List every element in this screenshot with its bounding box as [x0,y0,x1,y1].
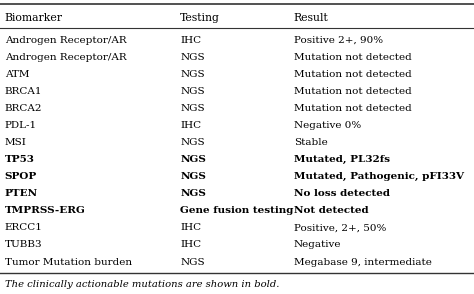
Text: NGS: NGS [180,138,205,147]
Text: Mutation not detected: Mutation not detected [294,87,411,96]
Text: ATM: ATM [5,70,29,79]
Text: Mutated, Pathogenic, pFI33V: Mutated, Pathogenic, pFI33V [294,172,464,181]
Text: NGS: NGS [180,70,205,79]
Text: IHC: IHC [180,121,201,130]
Text: BRCA2: BRCA2 [5,104,42,113]
Text: IHC: IHC [180,240,201,250]
Text: Gene fusion testing: Gene fusion testing [180,206,293,216]
Text: MSI: MSI [5,138,27,147]
Text: Stable: Stable [294,138,328,147]
Text: Tumor Mutation burden: Tumor Mutation burden [5,258,132,267]
Text: ERCC1: ERCC1 [5,223,43,233]
Text: IHC: IHC [180,223,201,233]
Text: The clinically actionable mutations are shown in bold.: The clinically actionable mutations are … [5,280,279,290]
Text: SPOP: SPOP [5,172,37,181]
Text: Mutation not detected: Mutation not detected [294,70,411,79]
Text: Megabase 9, intermediate: Megabase 9, intermediate [294,258,432,267]
Text: NGS: NGS [180,53,205,62]
Text: NGS: NGS [180,87,205,96]
Text: IHC: IHC [180,36,201,45]
Text: Mutation not detected: Mutation not detected [294,104,411,113]
Text: PTEN: PTEN [5,189,38,198]
Text: NGS: NGS [180,258,205,267]
Text: BRCA1: BRCA1 [5,87,42,96]
Text: Androgen Receptor/AR: Androgen Receptor/AR [5,53,127,62]
Text: Positive 2+, 90%: Positive 2+, 90% [294,36,383,45]
Text: NGS: NGS [180,104,205,113]
Text: Testing: Testing [180,13,220,23]
Text: No loss detected: No loss detected [294,189,390,198]
Text: Androgen Receptor/AR: Androgen Receptor/AR [5,36,127,45]
Text: PDL-1: PDL-1 [5,121,37,130]
Text: Mutation not detected: Mutation not detected [294,53,411,62]
Text: TMPRSS-ERG: TMPRSS-ERG [5,206,86,216]
Text: NGS: NGS [180,189,206,198]
Text: Positive, 2+, 50%: Positive, 2+, 50% [294,223,386,233]
Text: Result: Result [294,13,328,23]
Text: Negative: Negative [294,240,341,250]
Text: Negative 0%: Negative 0% [294,121,361,130]
Text: Not detected: Not detected [294,206,368,216]
Text: TP53: TP53 [5,155,35,164]
Text: NGS: NGS [180,155,206,164]
Text: NGS: NGS [180,172,206,181]
Text: Biomarker: Biomarker [5,13,63,23]
Text: Mutated, PL32fs: Mutated, PL32fs [294,155,390,164]
Text: TUBB3: TUBB3 [5,240,42,250]
